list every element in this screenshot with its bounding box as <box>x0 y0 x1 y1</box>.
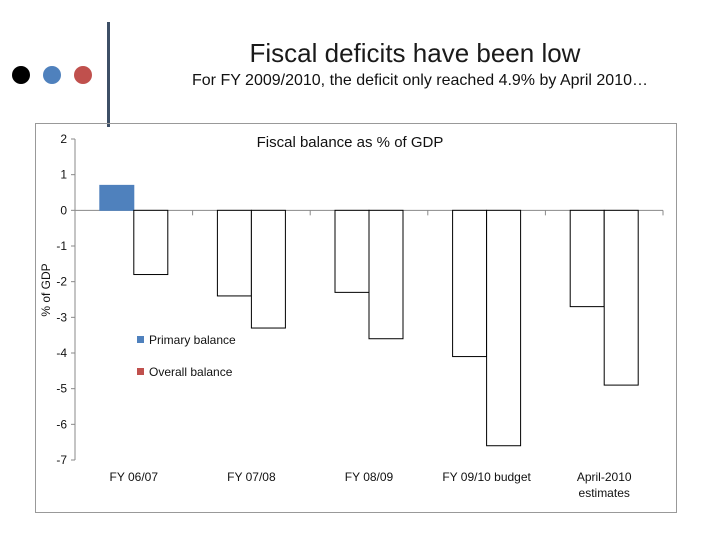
x-tick-label: FY 08/09 <box>345 470 394 484</box>
y-tick-label: 0 <box>60 203 67 217</box>
y-tick-label: -1 <box>56 239 67 253</box>
y-tick-label: -2 <box>56 275 67 289</box>
x-tick-label: FY 07/08 <box>227 470 276 484</box>
header-divider <box>107 22 110 127</box>
page-title: Fiscal deficits have been low <box>249 38 581 68</box>
bar-second <box>133 209 169 276</box>
y-tick-label: 1 <box>60 168 67 182</box>
y-tick-label: -4 <box>56 346 67 360</box>
legend-swatch <box>137 336 144 343</box>
blue-dot-icon <box>43 66 61 84</box>
y-axis-label: % of GDP <box>39 263 53 316</box>
y-tick-label: -7 <box>56 453 67 467</box>
x-tick-label: April-2010 <box>577 470 632 484</box>
bar-second <box>250 209 286 329</box>
x-tick-label: FY 06/07 <box>110 470 159 484</box>
bar-second <box>368 209 404 340</box>
bar-first <box>99 184 135 211</box>
bar-first <box>569 209 605 308</box>
page-subtitle: For FY 2009/2010, the deficit only reach… <box>192 72 648 89</box>
y-tick-label: -6 <box>56 417 67 431</box>
black-dot-icon <box>12 66 30 84</box>
bar-first <box>452 209 488 358</box>
x-tick-label: estimates <box>579 486 630 500</box>
legend-swatch <box>137 368 144 375</box>
y-tick-label: -3 <box>56 310 67 324</box>
bar-first <box>216 209 252 297</box>
x-tick-label: FY 09/10 budget <box>442 470 531 484</box>
bar-first <box>334 209 370 293</box>
chart-title: Fiscal balance as % of GDP <box>257 134 444 151</box>
bar-second <box>603 209 639 386</box>
chart-frame <box>35 123 677 513</box>
red-dot-icon <box>74 66 92 84</box>
legend-label: Primary balance <box>149 333 236 347</box>
legend-label: Overall balance <box>149 365 233 379</box>
bar-second <box>486 209 522 447</box>
y-tick-label: -5 <box>56 382 67 396</box>
y-tick-label: 2 <box>60 132 67 146</box>
